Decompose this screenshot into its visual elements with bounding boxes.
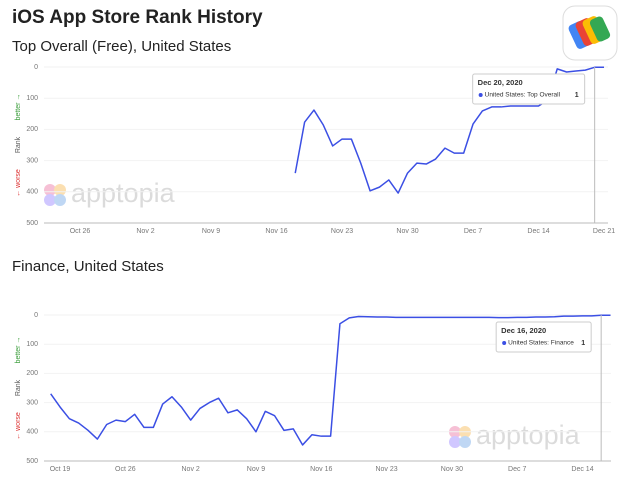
- tooltip-value: 1: [575, 92, 579, 99]
- tooltip-date: Dec 16, 2020: [501, 326, 546, 335]
- x-tick-label: Nov 9: [202, 228, 220, 235]
- x-tick-label: Nov 2: [182, 466, 200, 473]
- x-tick-label: Nov 9: [247, 466, 265, 473]
- x-tick-label: Dec 7: [508, 466, 526, 473]
- y-better: better →: [15, 94, 22, 121]
- x-tick-label: Nov 2: [136, 228, 154, 235]
- line: [50, 314, 611, 446]
- watermark-logo: [44, 184, 56, 196]
- tooltip: [495, 321, 592, 353]
- x-tick-label: Nov 23: [375, 466, 397, 473]
- watermark: apptopia: [44, 178, 176, 208]
- x-tick-label: Oct 26: [70, 228, 91, 235]
- y-tick-label: 200: [26, 126, 38, 133]
- watermark-logo: [44, 194, 56, 206]
- watermark-logo: [54, 194, 66, 206]
- x-tick-label: Nov 23: [331, 228, 353, 235]
- y-axis-label: Rank: [15, 136, 22, 153]
- y-tick-label: 300: [26, 399, 38, 406]
- x-tick-label: Oct 19: [50, 466, 71, 473]
- tooltip-date: Dec 20, 2020: [478, 78, 523, 87]
- watermark-text: apptopia: [476, 420, 581, 450]
- y-tick-label: 500: [26, 220, 38, 227]
- y-tick-label: 300: [26, 157, 38, 164]
- x-tick-label: Dec 21: [593, 228, 615, 235]
- x-tick-label: Nov 16: [265, 228, 287, 235]
- tooltip-dot: [478, 93, 483, 97]
- y-worse: ← worse: [15, 169, 22, 197]
- x-tick-label: Dec 14: [527, 228, 549, 235]
- y-tick-label: 0: [34, 312, 38, 319]
- x-tick-label: Dec 14: [571, 466, 593, 473]
- watermark-logo: [54, 184, 66, 196]
- watermark-logo: [459, 436, 471, 448]
- tooltip: [472, 73, 586, 105]
- watermark-text: apptopia: [71, 178, 176, 208]
- app-icon: [562, 5, 618, 61]
- x-tick-label: Nov 30: [441, 466, 463, 473]
- chart-title: Finance, United States: [12, 258, 164, 275]
- x-tick-label: Nov 30: [396, 228, 418, 235]
- watermark: apptopia: [449, 420, 581, 450]
- y-tick-label: 400: [26, 429, 38, 436]
- x-tick-label: Dec 7: [464, 228, 482, 235]
- tooltip-value: 1: [581, 340, 585, 347]
- y-tick-label: 400: [26, 189, 38, 196]
- y-better: better →: [15, 337, 22, 364]
- tooltip-series: United States: Finance: [508, 340, 574, 347]
- tooltip-dot: [502, 341, 507, 345]
- y-tick-label: 100: [26, 95, 38, 102]
- y-tick-label: 100: [26, 341, 38, 348]
- watermark-logo: [449, 436, 461, 448]
- y-tick-label: 0: [34, 64, 38, 71]
- page-title: iOS App Store Rank History: [12, 7, 263, 28]
- x-tick-label: Oct 26: [115, 466, 136, 473]
- y-axis-label: Rank: [15, 379, 22, 396]
- x-tick-label: Nov 16: [310, 466, 332, 473]
- y-worse: ← worse: [15, 412, 22, 440]
- tooltip-series: United States: Top Overall: [485, 92, 561, 99]
- y-tick-label: 200: [26, 370, 38, 377]
- chart-title: Top Overall (Free), United States: [12, 38, 231, 55]
- y-tick-label: 500: [26, 458, 38, 465]
